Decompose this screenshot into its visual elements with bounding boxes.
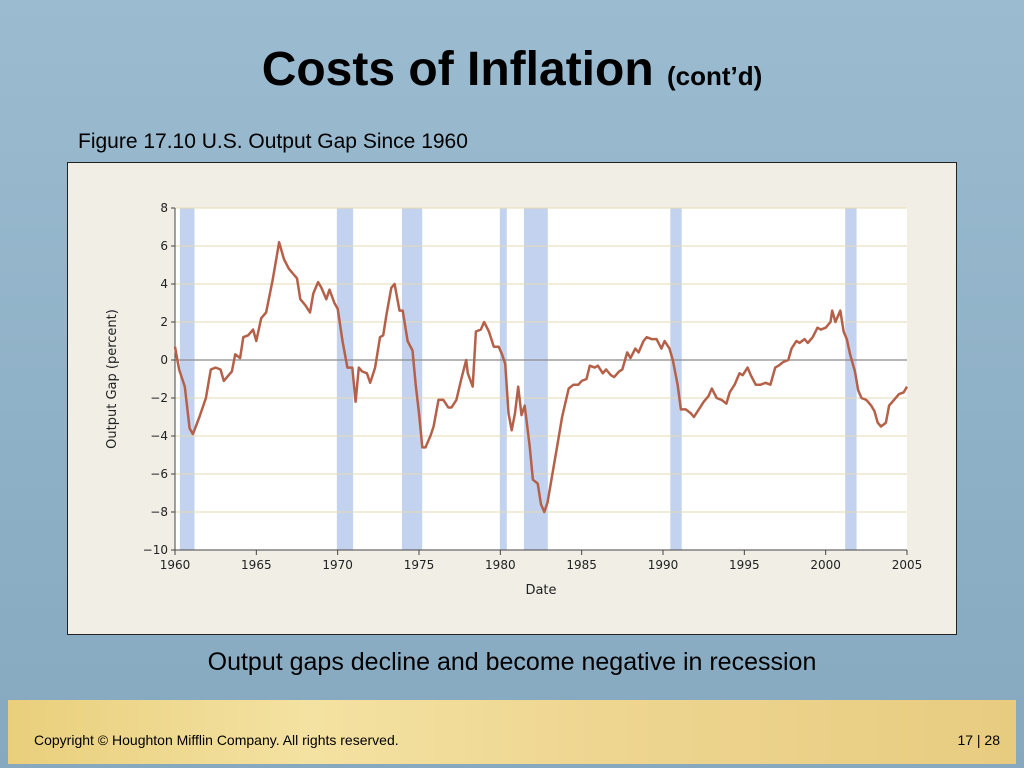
recession-band xyxy=(401,208,423,550)
slide-title-block: Costs of Inflation (cont’d) xyxy=(0,42,1024,97)
chart: −10 −8 −6 −4 −2 0 2 4 6 8 1960 1965 1970 1975 1980 1985… xyxy=(105,201,923,598)
copyright: Copyright © Houghton Mifflin Company. Al… xyxy=(34,732,399,748)
recession-band xyxy=(523,208,548,550)
y-tick-label: −2 xyxy=(150,391,168,405)
y-tick-label: −10 xyxy=(143,543,168,557)
y-tick-label: 2 xyxy=(160,315,168,329)
y-tick-label: −8 xyxy=(150,505,168,519)
slide-title: Costs of Inflation xyxy=(261,43,654,96)
y-tick-label: 4 xyxy=(160,277,168,291)
caption: Output gaps decline and become negative … xyxy=(207,648,817,676)
y-tick-label: 6 xyxy=(160,239,168,253)
output-gap-line xyxy=(173,240,909,514)
x-tick-label: 1965 xyxy=(241,558,272,572)
y-tick-label: −6 xyxy=(150,467,168,481)
recession-band xyxy=(499,208,507,550)
figure-title: Figure 17.10 U.S. Output Gap Since 1960 xyxy=(78,130,468,153)
page-number: 17 | 28 xyxy=(957,732,1000,748)
slide-title-note: (cont’d) xyxy=(667,61,763,91)
y-tick-label: −4 xyxy=(150,429,168,443)
y-tick-label: 8 xyxy=(160,201,168,215)
x-tick-label: 1970 xyxy=(322,558,353,572)
x-tick-label: 1985 xyxy=(566,558,597,572)
x-tick-label: 2005 xyxy=(892,558,923,572)
recession-band xyxy=(845,208,857,550)
x-tick-label: 1960 xyxy=(160,558,191,572)
y-tick-label: 0 xyxy=(160,353,168,367)
recession-band xyxy=(336,208,354,550)
x-tick-label: 1990 xyxy=(648,558,679,572)
x-tick-label: 1980 xyxy=(485,558,516,572)
x-tick-label: 1975 xyxy=(404,558,435,572)
y-axis-label: Output Gap (percent) xyxy=(105,309,120,449)
x-axis-label: Date xyxy=(525,583,556,598)
footer-band xyxy=(8,700,1016,764)
x-tick-label: 1995 xyxy=(729,558,760,572)
recession-band xyxy=(179,208,195,550)
x-tick-label: 2000 xyxy=(810,558,841,572)
chart-panel: −10 −8 −6 −4 −2 0 2 4 6 8 1960 1965 1970 1975 1980 1985… xyxy=(67,162,957,635)
